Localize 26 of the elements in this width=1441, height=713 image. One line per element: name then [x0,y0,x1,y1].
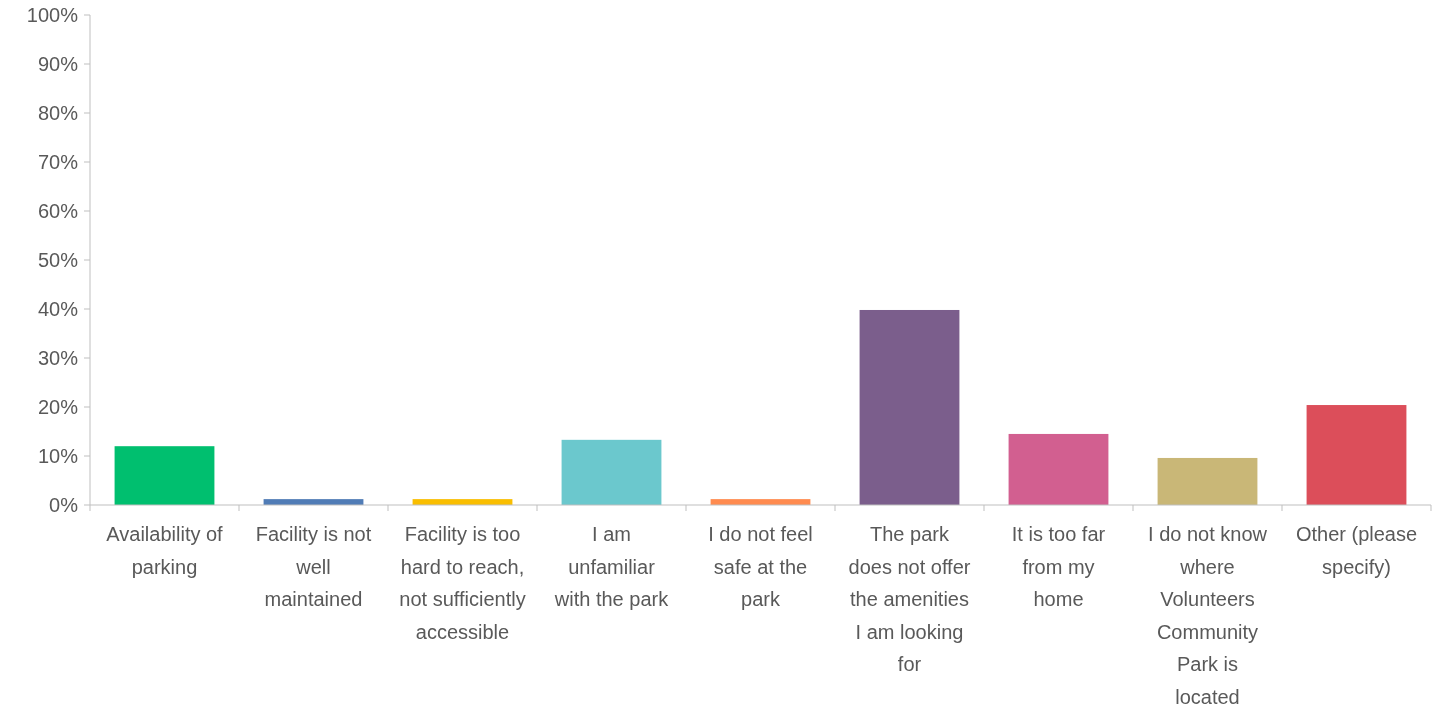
x-tick-label: I do not feel safe at the park [708,523,813,610]
x-tick-label: I am unfamiliar with the park [553,523,670,610]
x-tick-label: It is too far from my home [1011,523,1106,610]
bar [1157,457,1258,505]
x-tick-label: Availability of parking [106,523,224,578]
y-tick-label: 10% [37,445,79,467]
bar [1306,405,1407,505]
x-tick-label: The park does not offer the amenities I am looking for [848,523,971,675]
y-tick-label: 70% [37,151,79,173]
bar [859,309,960,505]
y-tick-label: 90% [37,53,79,75]
y-tick-label: 30% [37,347,79,369]
y-tick-label: 60% [37,200,79,222]
y-tick-label: 0% [49,494,79,516]
y-tick-label: 80% [37,102,79,124]
x-tick-label: Facility is not well maintained [255,523,372,610]
x-tick-label: Other (please specify) [1295,523,1418,578]
y-tick-label: 40% [37,298,79,320]
bar [114,446,215,505]
y-tick-label: 20% [37,396,79,418]
x-tick-label: I do not know where Volunteers Community Park is located [1148,523,1268,708]
y-tick-label: 50% [37,249,79,271]
bar [561,439,662,505]
bar [1008,433,1109,505]
x-tick-label: Facility is too hard to reach, not sufficiently accessible [399,523,526,643]
y-tick-label: 100% [26,4,79,26]
